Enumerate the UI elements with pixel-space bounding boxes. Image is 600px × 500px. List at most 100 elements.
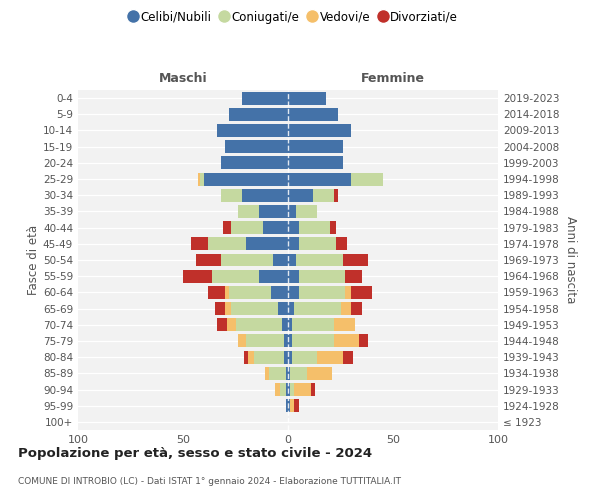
Bar <box>238 334 246 347</box>
Bar <box>229 286 271 299</box>
Bar <box>288 254 296 266</box>
Bar <box>299 238 337 250</box>
Bar <box>343 350 353 364</box>
Bar <box>288 205 296 218</box>
Bar <box>196 254 221 266</box>
Bar <box>288 350 292 364</box>
Bar <box>275 383 280 396</box>
Bar <box>284 350 288 364</box>
Bar <box>221 254 274 266</box>
Bar <box>311 383 316 396</box>
Bar <box>290 383 295 396</box>
Bar <box>286 367 288 380</box>
Bar <box>295 383 311 396</box>
Bar <box>208 286 225 299</box>
Bar <box>343 254 368 266</box>
Bar <box>225 286 229 299</box>
Bar <box>212 270 259 282</box>
Bar <box>288 189 313 202</box>
Bar <box>288 172 351 186</box>
Bar <box>334 189 338 202</box>
Bar <box>341 302 351 315</box>
Bar <box>229 108 288 121</box>
Bar <box>277 302 288 315</box>
Bar <box>221 189 242 202</box>
Bar <box>307 367 332 380</box>
Bar <box>288 140 343 153</box>
Bar <box>292 334 334 347</box>
Bar <box>225 302 232 315</box>
Bar <box>288 92 326 104</box>
Bar <box>351 172 383 186</box>
Bar <box>215 302 225 315</box>
Bar <box>227 318 235 331</box>
Bar <box>274 254 288 266</box>
Bar <box>221 156 288 170</box>
Bar <box>288 156 343 170</box>
Bar <box>263 221 288 234</box>
Bar <box>246 334 284 347</box>
Bar <box>265 367 269 380</box>
Bar <box>345 270 362 282</box>
Bar <box>317 350 343 364</box>
Bar <box>295 302 341 315</box>
Bar <box>292 318 334 331</box>
Bar <box>299 221 330 234</box>
Bar <box>183 270 212 282</box>
Bar <box>232 302 277 315</box>
Bar <box>288 124 351 137</box>
Bar <box>286 383 288 396</box>
Text: Maschi: Maschi <box>158 72 208 85</box>
Bar <box>223 221 232 234</box>
Bar <box>271 286 288 299</box>
Bar <box>208 238 246 250</box>
Bar <box>204 172 288 186</box>
Bar <box>351 286 372 299</box>
Bar <box>191 238 208 250</box>
Bar <box>296 254 343 266</box>
Bar <box>284 334 288 347</box>
Bar <box>334 334 359 347</box>
Bar <box>288 399 290 412</box>
Bar <box>351 302 361 315</box>
Text: COMUNE DI INTROBIO (LC) - Dati ISTAT 1° gennaio 2024 - Elaborazione TUTTITALIA.I: COMUNE DI INTROBIO (LC) - Dati ISTAT 1° … <box>18 476 401 486</box>
Bar <box>232 221 263 234</box>
Bar <box>290 399 295 412</box>
Bar <box>280 383 286 396</box>
Bar <box>330 221 337 234</box>
Bar <box>259 205 288 218</box>
Bar <box>334 318 355 331</box>
Bar <box>359 334 368 347</box>
Bar <box>288 367 290 380</box>
Y-axis label: Fasce di età: Fasce di età <box>27 225 40 295</box>
Bar <box>296 205 317 218</box>
Bar <box>217 124 288 137</box>
Bar <box>288 334 292 347</box>
Text: Popolazione per età, sesso e stato civile - 2024: Popolazione per età, sesso e stato civil… <box>18 448 372 460</box>
Bar <box>244 350 248 364</box>
Bar <box>295 399 299 412</box>
Bar <box>345 286 351 299</box>
Bar <box>235 318 282 331</box>
Bar <box>248 350 254 364</box>
Bar <box>242 189 288 202</box>
Bar <box>313 189 334 202</box>
Bar <box>299 270 344 282</box>
Bar <box>286 399 288 412</box>
Bar <box>288 286 299 299</box>
Bar <box>288 318 292 331</box>
Legend: Celibi/Nubili, Coniugati/e, Vedovi/e, Divorziati/e: Celibi/Nubili, Coniugati/e, Vedovi/e, Di… <box>125 6 463 28</box>
Bar <box>292 350 317 364</box>
Bar <box>198 172 200 186</box>
Bar <box>282 318 288 331</box>
Bar <box>242 92 288 104</box>
Bar <box>200 172 204 186</box>
Bar <box>254 350 284 364</box>
Text: Femmine: Femmine <box>361 72 425 85</box>
Bar <box>288 383 290 396</box>
Bar <box>217 318 227 331</box>
Bar <box>288 302 295 315</box>
Bar <box>288 238 299 250</box>
Bar <box>290 367 307 380</box>
Bar <box>238 205 259 218</box>
